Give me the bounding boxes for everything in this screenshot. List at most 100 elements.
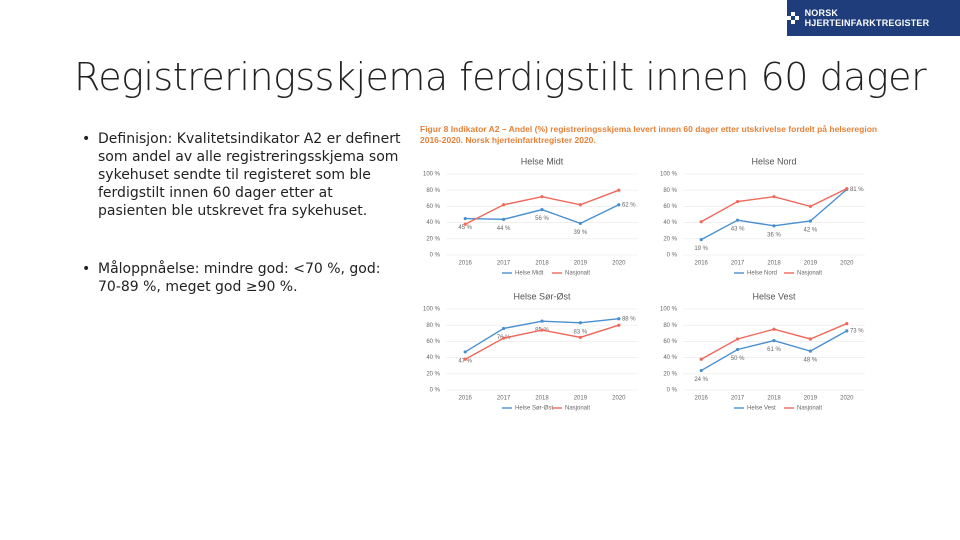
- data-point: [736, 337, 740, 341]
- y-tick-label: 100 %: [660, 307, 678, 313]
- data-label: 88 %: [622, 316, 636, 322]
- data-point: [502, 217, 506, 221]
- x-tick-label: 2017: [731, 261, 745, 267]
- x-tick-label: 2020: [840, 396, 854, 402]
- data-label: 83 %: [574, 329, 588, 335]
- y-tick-label: 40 %: [426, 355, 440, 361]
- x-tick-label: 2018: [767, 396, 781, 402]
- data-point: [617, 317, 621, 321]
- data-point: [540, 319, 544, 323]
- y-tick-label: 80 %: [426, 188, 440, 194]
- data-label: 50 %: [731, 356, 745, 362]
- data-label: 47 %: [458, 359, 472, 365]
- y-tick-label: 100 %: [423, 307, 441, 313]
- legend-label: Nasjonalt: [797, 406, 822, 412]
- x-tick-label: 2016: [695, 396, 709, 402]
- slide-title: Registreringsskjema ferdigstilt innen 60…: [74, 55, 927, 99]
- data-point: [699, 238, 703, 242]
- data-label: 81 %: [850, 187, 864, 193]
- y-tick-label: 100 %: [423, 172, 441, 178]
- data-point: [463, 222, 467, 226]
- logo-text: NORSK HJERTEINFARKTREGISTER: [804, 8, 930, 28]
- y-tick-label: 0 %: [667, 253, 678, 259]
- y-tick-label: 60 %: [426, 204, 440, 210]
- y-tick-label: 100 %: [660, 172, 678, 178]
- data-point: [699, 368, 703, 373]
- legend-label: Helse Vest: [747, 406, 776, 412]
- data-point: [699, 220, 703, 224]
- legend-label: Nasjonalt: [565, 406, 590, 412]
- data-label: 24 %: [694, 377, 708, 383]
- y-tick-label: 20 %: [426, 236, 440, 242]
- data-label: 19 %: [694, 246, 708, 252]
- data-label: 36 %: [767, 232, 781, 238]
- chart-title: Helse Midt: [521, 156, 564, 166]
- y-tick-label: 20 %: [663, 371, 677, 377]
- x-tick-label: 2019: [804, 396, 818, 402]
- data-point: [617, 203, 621, 207]
- bullet: Måloppnåelse: mindre god: <70 %, god: 70…: [82, 260, 402, 296]
- y-tick-label: 80 %: [426, 323, 440, 329]
- series-line: [700, 187, 848, 223]
- data-point: [578, 203, 583, 207]
- y-tick-label: 40 %: [663, 220, 677, 226]
- x-tick-label: 2020: [612, 396, 626, 402]
- data-point: [502, 203, 506, 207]
- data-point: [502, 336, 506, 340]
- y-tick-label: 40 %: [426, 220, 440, 226]
- data-point: [540, 195, 544, 199]
- y-tick-label: 0 %: [430, 388, 441, 394]
- logo-icon: [787, 12, 799, 24]
- x-tick-label: 2019: [574, 396, 588, 402]
- x-tick-label: 2019: [804, 261, 818, 267]
- chart-title: Helse Sør-Øst: [513, 291, 571, 301]
- y-tick-label: 20 %: [663, 236, 677, 242]
- data-point: [578, 321, 583, 325]
- legend-label: Helse Sør-Øst: [515, 406, 553, 412]
- data-point: [502, 326, 506, 331]
- legend-label: Helse Midt: [515, 271, 544, 277]
- data-point: [845, 329, 849, 333]
- data-point: [617, 323, 621, 327]
- bullet: Definisjon: Kvalitetsindikator A2 er def…: [82, 130, 402, 220]
- data-point: [772, 327, 776, 331]
- x-tick-label: 2017: [731, 396, 745, 402]
- data-point: [736, 218, 740, 222]
- data-label: 43 %: [731, 227, 745, 233]
- data-point: [808, 219, 813, 223]
- data-point: [736, 199, 740, 204]
- data-point: [808, 349, 813, 353]
- data-point: [617, 188, 621, 192]
- figure-caption: Figur 8 Indikator A2 – Andel (%) registr…: [420, 124, 878, 145]
- data-point: [463, 357, 467, 361]
- legend-label: Nasjonalt: [565, 271, 590, 277]
- y-tick-label: 40 %: [663, 355, 677, 361]
- x-tick-label: 2016: [459, 261, 473, 267]
- data-label: 48 %: [804, 358, 818, 364]
- y-tick-label: 60 %: [663, 204, 677, 210]
- data-point: [699, 357, 703, 361]
- data-point: [845, 186, 849, 191]
- chart-title: Helse Nord: [751, 156, 796, 166]
- data-point: [772, 224, 776, 228]
- x-tick-label: 2020: [840, 261, 854, 267]
- y-tick-label: 80 %: [663, 323, 677, 329]
- y-tick-label: 60 %: [426, 339, 440, 345]
- legend-label: Nasjonalt: [797, 271, 822, 277]
- data-point: [808, 337, 813, 341]
- x-tick-label: 2016: [695, 261, 709, 267]
- data-point: [578, 335, 583, 339]
- chart-title: Helse Vest: [752, 291, 796, 301]
- data-point: [463, 350, 467, 354]
- data-label: 56 %: [535, 216, 549, 222]
- data-label: 73 %: [850, 328, 864, 334]
- data-point: [540, 208, 544, 212]
- data-point: [772, 338, 776, 343]
- data-point: [736, 347, 740, 352]
- logo: NORSK HJERTEINFARKTREGISTER: [787, 0, 960, 36]
- x-tick-label: 2018: [767, 261, 781, 267]
- data-label: 39 %: [574, 230, 588, 236]
- y-tick-label: 0 %: [667, 388, 678, 394]
